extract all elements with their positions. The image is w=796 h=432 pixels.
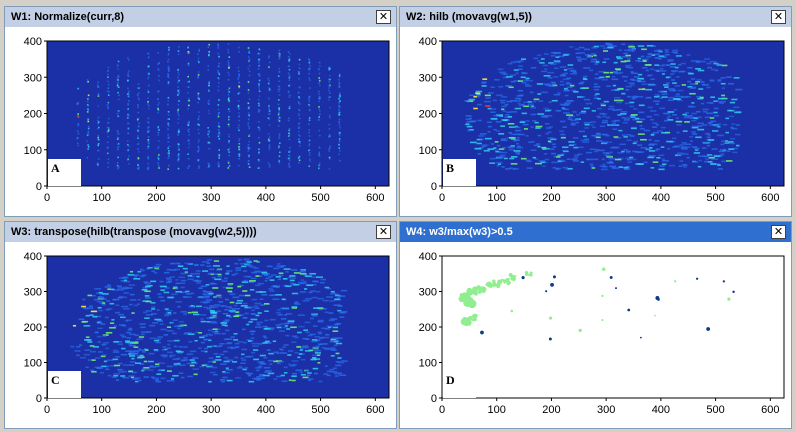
x-tick-label: 200 bbox=[542, 404, 560, 416]
x-tick-label: 400 bbox=[652, 192, 670, 204]
y-tick-label: 100 bbox=[419, 145, 437, 157]
y-tick-label: 200 bbox=[24, 109, 42, 121]
x-tick-label: 0 bbox=[439, 404, 445, 416]
scan-lines bbox=[47, 256, 389, 398]
window-w1-title: W1: Normalize(curr,8) bbox=[11, 11, 125, 23]
scan-lines bbox=[442, 41, 784, 185]
heatmap-intensity bbox=[464, 42, 743, 171]
x-tick-label: 300 bbox=[202, 192, 220, 204]
y-tick-label: 300 bbox=[419, 72, 437, 84]
y-tick-label: 200 bbox=[419, 109, 437, 121]
panel-badge bbox=[48, 159, 81, 186]
panel-badge bbox=[48, 371, 81, 398]
window-w2-titlebar[interactable]: W2: hilb (movavg(w1,5)) bbox=[400, 7, 791, 27]
y-tick-label: 300 bbox=[419, 287, 437, 299]
x-tick-label: 400 bbox=[257, 404, 275, 416]
x-tick-label: 600 bbox=[761, 404, 779, 416]
window-w3-title: W3: transpose(hilb(transpose (movavg(w2,… bbox=[11, 226, 257, 238]
window-w2-title: W2: hilb (movavg(w1,5)) bbox=[406, 11, 532, 23]
y-tick-label: 100 bbox=[24, 145, 42, 157]
x-tick-label: 500 bbox=[311, 404, 329, 416]
y-tick-label: 200 bbox=[24, 322, 42, 334]
x-tick-label: 300 bbox=[597, 404, 615, 416]
y-tick-label: 100 bbox=[419, 358, 437, 370]
window-w2-plot: 0 100 200 300 400 0 100 200 300 400 500 600 B bbox=[419, 36, 785, 204]
x-tick-label: 200 bbox=[147, 404, 165, 416]
panel-badge-letter: D bbox=[446, 373, 455, 387]
x-tick-label: 300 bbox=[597, 192, 615, 204]
x-tick-label: 500 bbox=[706, 404, 724, 416]
y-tick-label: 0 bbox=[36, 393, 42, 405]
y-tick-label: 400 bbox=[24, 36, 42, 48]
panel-badge bbox=[443, 159, 476, 186]
x-tick-label: 600 bbox=[366, 404, 384, 416]
x-tick-label: 100 bbox=[93, 404, 111, 416]
window-w2-close-button[interactable]: ✕ bbox=[771, 10, 786, 24]
y-tick-label: 200 bbox=[419, 322, 437, 334]
mask-background bbox=[442, 256, 784, 398]
heatmap-intensity bbox=[70, 258, 348, 383]
x-tick-label: 600 bbox=[761, 192, 779, 204]
window-w4[interactable]: W4: w3/max(w3)>0.5 ✕ 0 100 200 300 400 0 100 20… bbox=[399, 221, 792, 429]
window-w4-titlebar[interactable]: W4: w3/max(w3)>0.5 bbox=[400, 222, 791, 242]
x-tick-label: 200 bbox=[147, 192, 165, 204]
panel-badge bbox=[443, 371, 476, 398]
window-w1[interactable]: W1: Normalize(curr,8) ✕ 0 100 200 300 400 0 10… bbox=[4, 6, 397, 217]
panel-badge-letter: C bbox=[51, 373, 60, 387]
window-w1-titlebar[interactable]: W1: Normalize(curr,8) bbox=[5, 7, 396, 27]
x-tick-label: 400 bbox=[257, 192, 275, 204]
window-w2[interactable]: W2: hilb (movavg(w1,5)) ✕ 0 100 200 300 400 0… bbox=[399, 6, 792, 217]
scan-lines bbox=[47, 41, 389, 185]
y-tick-label: 400 bbox=[24, 251, 42, 263]
window-w1-close-button[interactable]: ✕ bbox=[376, 10, 391, 24]
y-tick-label: 0 bbox=[36, 181, 42, 193]
panel-badge-letter: A bbox=[51, 161, 60, 175]
y-tick-label: 100 bbox=[24, 358, 42, 370]
window-w4-title: W4: w3/max(w3)>0.5 bbox=[406, 226, 513, 238]
y-tick-label: 400 bbox=[419, 251, 437, 263]
x-tick-label: 100 bbox=[488, 192, 506, 204]
threshold-mask bbox=[458, 267, 735, 341]
x-tick-label: 100 bbox=[488, 404, 506, 416]
heatmap-intensity bbox=[76, 43, 341, 171]
window-w3-titlebar[interactable]: W3: transpose(hilb(transpose (movavg(w2,… bbox=[5, 222, 396, 242]
x-tick-label: 100 bbox=[93, 192, 111, 204]
panel-badge-letter: B bbox=[446, 161, 454, 175]
window-w3[interactable]: W3: transpose(hilb(transpose (movavg(w2,… bbox=[4, 221, 397, 429]
x-tick-label: 400 bbox=[652, 404, 670, 416]
window-w1-plot: 0 100 200 300 400 0 100 200 300 400 500 600 A bbox=[24, 36, 390, 204]
x-tick-label: 500 bbox=[706, 192, 724, 204]
x-tick-label: 0 bbox=[44, 404, 50, 416]
x-tick-label: 500 bbox=[311, 192, 329, 204]
y-tick-label: 300 bbox=[24, 287, 42, 299]
window-w3-close-button[interactable]: ✕ bbox=[376, 225, 391, 239]
x-tick-label: 0 bbox=[44, 192, 50, 204]
y-tick-label: 0 bbox=[431, 393, 437, 405]
x-tick-label: 0 bbox=[439, 192, 445, 204]
y-tick-label: 400 bbox=[419, 36, 437, 48]
window-w4-close-button[interactable]: ✕ bbox=[771, 225, 786, 239]
window-w3-plot: 0 100 200 300 400 0 100 200 300 400 500 600 C bbox=[24, 251, 390, 416]
window-w4-plot: 0 100 200 300 400 0 100 200 300 400 500 600 D bbox=[419, 251, 785, 416]
y-tick-label: 300 bbox=[24, 72, 42, 84]
x-tick-label: 600 bbox=[366, 192, 384, 204]
x-tick-label: 200 bbox=[542, 192, 560, 204]
x-tick-label: 300 bbox=[202, 404, 220, 416]
y-tick-label: 0 bbox=[431, 181, 437, 193]
